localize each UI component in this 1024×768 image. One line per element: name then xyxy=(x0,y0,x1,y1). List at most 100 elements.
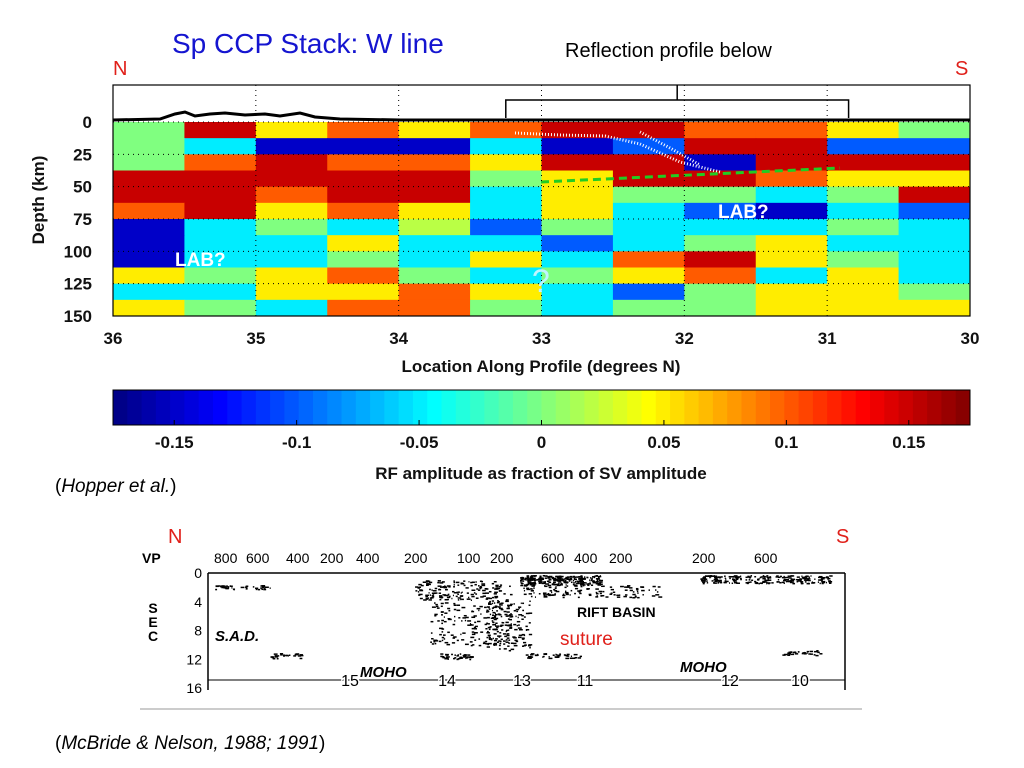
reflection-event xyxy=(515,640,519,643)
reflection-event xyxy=(487,630,489,633)
reflection-event xyxy=(555,654,558,656)
reflection-event xyxy=(754,580,757,583)
reflection-event xyxy=(518,624,520,626)
reflection-event xyxy=(560,575,564,578)
reflection-event xyxy=(288,654,291,657)
reflection-event xyxy=(601,585,605,588)
reflection-event xyxy=(570,655,573,658)
reflection-event xyxy=(596,579,599,581)
reflection-event xyxy=(543,594,547,596)
y-axis-label: Depth (km) xyxy=(29,156,48,245)
reflection-event xyxy=(471,616,476,619)
reflection-event xyxy=(610,588,614,591)
reflection-event xyxy=(724,580,727,582)
colorbar-segment xyxy=(512,390,528,425)
reflection-event xyxy=(783,653,788,656)
reflection-event xyxy=(446,594,449,597)
reflection-event xyxy=(575,576,579,578)
reflection-event xyxy=(479,585,482,588)
reflection-event xyxy=(525,654,529,656)
heatmap-cell xyxy=(755,186,828,204)
reflection-event xyxy=(733,579,736,582)
label-suture: suture xyxy=(560,629,613,650)
reflection-event xyxy=(563,581,567,584)
reflection-event xyxy=(582,584,585,587)
x-tick-label: 34 xyxy=(389,329,408,348)
reflection-event xyxy=(779,575,782,578)
colorbar-segment xyxy=(784,390,800,425)
heatmap-cell xyxy=(470,122,542,139)
reflection-event xyxy=(574,582,576,584)
reflection-event xyxy=(506,611,510,613)
top-axis-label: VP xyxy=(142,550,161,566)
heatmap-cell xyxy=(327,154,400,171)
reflection-event xyxy=(801,576,806,579)
reflection-event xyxy=(417,591,420,593)
reflection-event xyxy=(477,589,481,591)
reflection-event xyxy=(437,620,440,622)
reflection-event xyxy=(418,583,422,586)
heatmap-cell xyxy=(470,235,542,252)
left-tick-label: 8 xyxy=(194,623,202,639)
reflection-event xyxy=(225,587,229,590)
reflection-event xyxy=(498,635,502,637)
reflection-event xyxy=(459,656,463,659)
reflection-event xyxy=(571,657,576,660)
reflection-event xyxy=(479,587,482,590)
reflection-event xyxy=(599,579,604,582)
reflection-event xyxy=(454,620,456,622)
reflection-event xyxy=(588,593,592,596)
reflection-event xyxy=(492,611,496,614)
reflection-event xyxy=(503,643,506,645)
reflection-event xyxy=(637,596,640,599)
heatmap-cell xyxy=(541,299,614,317)
reflection-event xyxy=(818,579,822,581)
reflection-event xyxy=(473,628,478,630)
heatmap-cell xyxy=(184,267,257,285)
reflection-event xyxy=(482,592,486,595)
reflection-event xyxy=(569,594,571,596)
top-tick-label: 400 xyxy=(356,550,380,566)
reflection-event xyxy=(471,589,476,591)
reflection-event xyxy=(762,581,765,583)
reflection-event xyxy=(574,585,578,587)
reflection-event xyxy=(434,642,437,645)
reflection-event xyxy=(739,577,742,580)
heatmap-cell xyxy=(612,267,685,285)
reflection-event xyxy=(563,654,566,656)
reflection-event xyxy=(528,579,531,582)
reflection-event xyxy=(829,575,833,577)
reflection-event xyxy=(441,636,445,639)
reflection-event xyxy=(464,643,469,646)
reflection-event xyxy=(440,605,443,608)
reflection-event xyxy=(599,583,603,585)
reflection-event xyxy=(703,581,705,584)
reflection-event xyxy=(574,587,579,590)
heatmap-cell xyxy=(327,299,400,317)
reflection-event xyxy=(527,581,532,583)
reflection-event xyxy=(510,613,512,615)
reflection-event xyxy=(486,606,490,608)
heatmap-cell xyxy=(470,251,542,268)
reflection-event xyxy=(549,590,553,592)
reflection-event xyxy=(493,639,498,642)
reflection-event xyxy=(524,578,527,581)
reflection-event xyxy=(804,581,807,583)
reflection-event xyxy=(521,582,523,585)
heatmap-cell xyxy=(755,122,828,139)
reflection-event xyxy=(527,644,531,647)
reflection-event xyxy=(425,594,429,597)
reflection-event xyxy=(469,623,471,625)
reflection-event xyxy=(453,602,456,605)
reflection-event xyxy=(512,642,517,645)
reflection-event xyxy=(767,579,770,582)
reflection-event xyxy=(637,592,639,594)
colorbar-segment xyxy=(270,390,285,425)
reflection-event xyxy=(467,654,471,656)
reflection-event xyxy=(474,621,477,624)
reflection-event xyxy=(700,580,703,582)
reflection-event xyxy=(729,577,731,580)
reflection-event xyxy=(503,640,506,642)
reflection-event xyxy=(763,577,765,579)
reflection-event xyxy=(528,633,533,636)
